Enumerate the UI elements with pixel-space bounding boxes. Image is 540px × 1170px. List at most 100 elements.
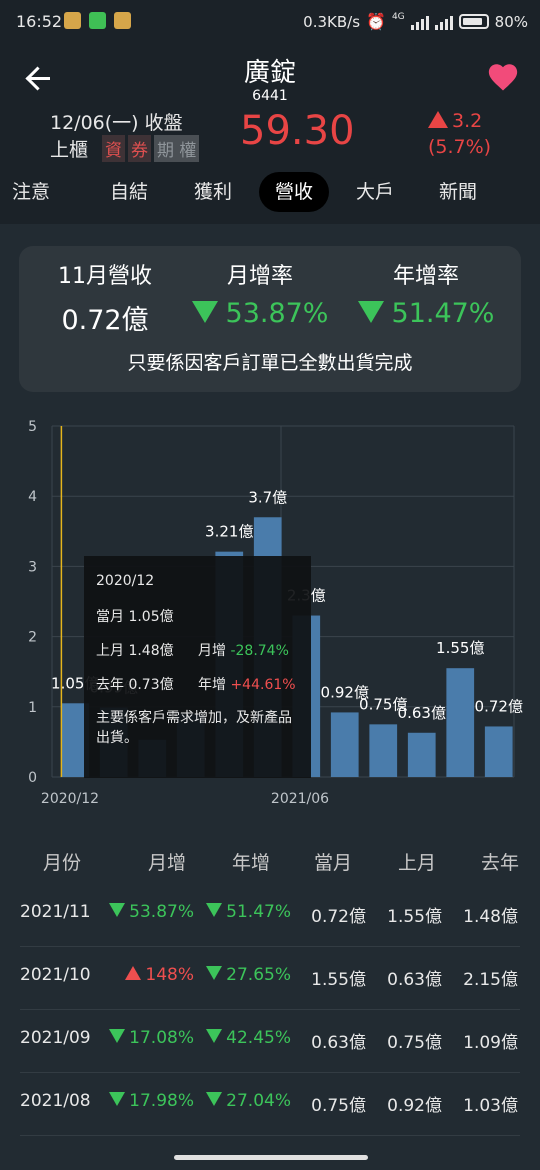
- notification-app-icon: [114, 12, 131, 29]
- cell-mom: 148%: [125, 965, 194, 985]
- mom-rate: 月增率 53.87%: [175, 258, 345, 329]
- down-triangle-icon: [357, 301, 384, 323]
- tooltip-date: 2020/12: [96, 573, 155, 589]
- margin-tag: 資: [102, 135, 125, 162]
- cell-yoy: 42.45%: [206, 1028, 291, 1048]
- alarm-icon: ⏰: [366, 12, 386, 31]
- tooltip-mom: 月增 -28.74%: [198, 643, 289, 659]
- bar-value-label: 0.63億: [398, 704, 446, 722]
- cell-prev: 1.55億: [387, 907, 442, 927]
- line-app-icon: [89, 12, 106, 29]
- tooltip-current: 當月 1.05億: [96, 609, 174, 625]
- cell-last-year: 1.48億: [463, 907, 518, 927]
- home-indicator[interactable]: [174, 1155, 368, 1160]
- cell-yoy: 27.65%: [206, 965, 291, 985]
- cell-current: 0.72億: [311, 907, 366, 927]
- revenue-note: 只要係因客戶訂單已全數出貨完成: [127, 352, 413, 374]
- bar-value-label: 1.55億: [436, 639, 484, 657]
- chart-bar: [484, 726, 513, 777]
- month-revenue: 11月營收 0.72億: [35, 258, 175, 337]
- tab-notice[interactable]: 注意: [11, 181, 50, 203]
- cell-month: 2021/10: [20, 965, 91, 985]
- yoy-rate: 年增率 51.47%: [341, 258, 511, 329]
- month-revenue-value: 0.72億: [61, 305, 149, 336]
- chart-bar: [446, 668, 475, 777]
- bar-value-label: 0.75億: [359, 695, 407, 713]
- cell-last-year: 2.15億: [463, 970, 518, 990]
- market-type: 上櫃: [50, 139, 89, 161]
- col-current: 當月: [314, 852, 353, 874]
- signal-icon: [434, 14, 453, 30]
- tab-news[interactable]: 新聞: [438, 181, 477, 203]
- cell-mom: 17.08%: [109, 1028, 194, 1048]
- bar-value-label: 0.92億: [321, 683, 369, 701]
- col-last-year: 去年: [481, 852, 520, 874]
- y-tick-label: 2: [28, 630, 37, 646]
- cell-month: 2021/08: [20, 1091, 91, 1111]
- price-change: 3.2: [428, 110, 482, 132]
- cell-month: 2021/11: [20, 902, 91, 922]
- cell-yoy: 27.04%: [206, 1091, 291, 1111]
- down-triangle-icon: [206, 903, 223, 917]
- down-triangle-icon: [109, 1092, 126, 1106]
- mom-rate-label: 月增率: [226, 264, 293, 289]
- status-right: 0.3KB/s ⏰ 4G 80%: [303, 12, 528, 31]
- cell-prev: 0.75億: [387, 1033, 442, 1053]
- trading-tags: 資 券 期 權: [102, 135, 200, 162]
- y-tick-label: 0: [28, 770, 37, 786]
- down-triangle-icon: [206, 1092, 223, 1106]
- cell-month: 2021/09: [20, 1028, 91, 1048]
- table-row[interactable]: 2021/11 53.87% 51.47% 0.72億 1.55億 1.48億: [0, 884, 540, 947]
- cell-prev: 0.63億: [387, 970, 442, 990]
- chart-bar: [330, 712, 359, 777]
- cell-yoy: 51.47%: [206, 902, 291, 922]
- up-triangle-icon: [125, 966, 142, 980]
- revenue-summary-card: 11月營收 0.72億 月增率 53.87% 年增率 51.47% 只要係因客戶…: [19, 246, 521, 392]
- tab-profit[interactable]: 獲利: [193, 181, 232, 203]
- notification-icons: [64, 12, 131, 29]
- down-triangle-icon: [206, 1029, 223, 1043]
- cell-mom: 53.87%: [109, 902, 194, 922]
- bar-value-label: 3.7億: [248, 488, 287, 506]
- table-row[interactable]: 2021/09 17.08% 42.45% 0.63億 0.75億 1.09億: [0, 1010, 540, 1073]
- yoy-rate-label: 年增率: [392, 264, 459, 289]
- signal-icon: [410, 14, 429, 30]
- table-row[interactable]: 2021/08 17.98% 27.04% 0.75億 0.92億 1.03億: [0, 1073, 540, 1136]
- cell-current: 0.75億: [311, 1096, 366, 1116]
- tab-revenue[interactable]: 營收: [259, 172, 329, 212]
- tab-self-report[interactable]: 自結: [109, 181, 148, 203]
- network-type: 4G: [391, 12, 405, 22]
- up-triangle-icon: [428, 111, 448, 128]
- cell-mom: 17.98%: [109, 1091, 194, 1111]
- favorite-heart-icon[interactable]: [486, 60, 520, 94]
- back-arrow-icon[interactable]: [26, 64, 56, 94]
- options-tag: 期 權: [154, 135, 200, 162]
- tooltip-yoy: 年增 +44.61%: [198, 677, 296, 693]
- row-divider: [20, 1072, 520, 1073]
- stock-header: 廣錠 6441 12/06(一) 收盤 上櫃 資 券 期 權 59.30 3.2…: [0, 46, 540, 224]
- status-time: 16:52: [16, 12, 63, 31]
- row-divider: [20, 1009, 520, 1010]
- tooltip-prev: 上月 1.48億: [96, 643, 174, 659]
- bar-value-label: 3.21億: [205, 523, 253, 541]
- net-speed: 0.3KB/s: [303, 12, 361, 31]
- price-change-percent: (5.7%): [428, 136, 492, 158]
- down-triangle-icon: [191, 301, 218, 323]
- table-row[interactable]: 2021/10 148% 27.65% 1.55億 0.63億 2.15億: [0, 947, 540, 1010]
- battery-level: 80%: [494, 12, 528, 31]
- status-bar: 16:52 0.3KB/s ⏰ 4G 80%: [0, 0, 540, 46]
- col-mom: 月增: [148, 852, 187, 874]
- row-divider: [20, 946, 520, 947]
- y-tick-label: 4: [28, 489, 37, 505]
- battery-icon: [458, 14, 489, 29]
- cell-current: 1.55億: [311, 970, 366, 990]
- notification-app-icon: [64, 12, 81, 29]
- cell-last-year: 1.03億: [463, 1096, 518, 1116]
- yoy-rate-value: 51.47%: [341, 298, 511, 329]
- down-triangle-icon: [109, 1029, 126, 1043]
- row-divider: [20, 1135, 520, 1136]
- x-tick-label: 2021/06: [271, 791, 329, 807]
- chart-bar: [407, 732, 436, 777]
- tab-major-holders[interactable]: 大戶: [355, 181, 394, 203]
- stock-name: 廣錠: [243, 58, 296, 88]
